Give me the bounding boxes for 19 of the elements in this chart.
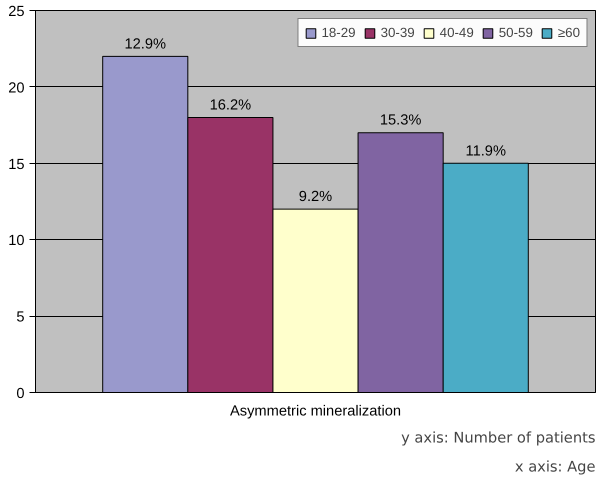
y-tick-label: 0 <box>16 386 25 402</box>
annotation: 12.9% <box>124 36 166 52</box>
text: y axis: Number of patients <box>401 430 596 446</box>
x-tick-label: Asymmetric mineralization <box>230 404 402 420</box>
y-tick-label: 25 <box>8 4 25 20</box>
legend-label: 18-29 <box>321 25 356 40</box>
y-tick-label: 10 <box>8 233 25 250</box>
legend-label: ≥60 <box>558 25 580 40</box>
annotation: 9.2% <box>298 189 332 206</box>
legend-label: 40-49 <box>440 25 474 40</box>
y-tick-label: 20 <box>8 80 25 96</box>
text: x axis: Age <box>514 458 596 476</box>
legend-label: 50-59 <box>498 25 533 40</box>
annotation: 11.9% <box>466 143 506 160</box>
y-tick-label: 5 <box>16 310 25 326</box>
annotation: 16.2% <box>210 97 252 114</box>
legend-label: 30-39 <box>380 25 415 40</box>
y-tick-label: 15 <box>8 156 25 173</box>
annotation: 15.3% <box>380 112 422 129</box>
